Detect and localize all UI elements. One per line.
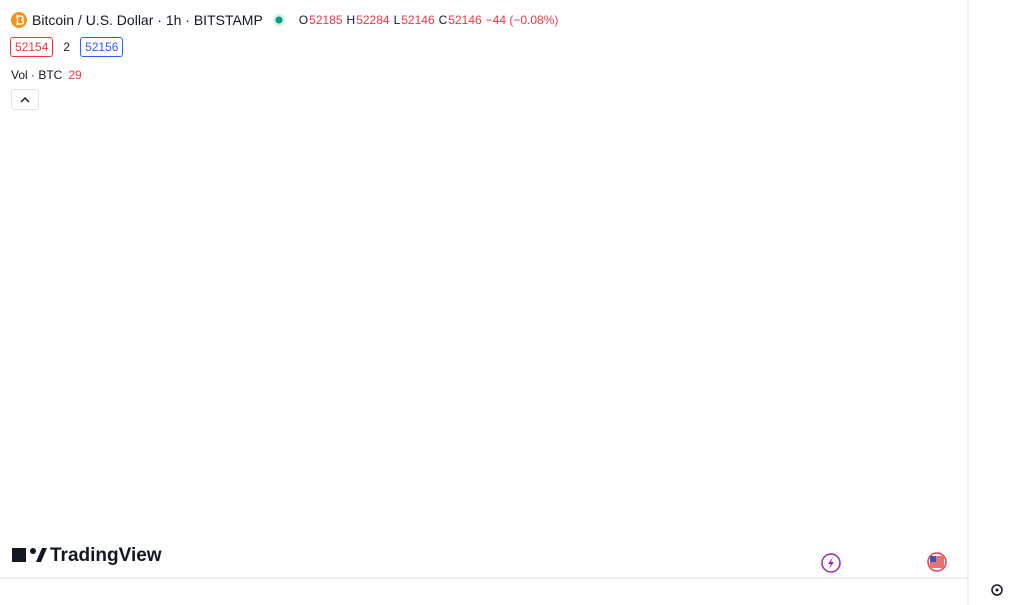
- flag-icon[interactable]: [927, 552, 947, 572]
- lightning: [828, 557, 834, 569]
- volume-legend: Vol · BTC 29: [11, 67, 82, 83]
- buy-button[interactable]: 52156: [80, 37, 124, 57]
- volume-title: Vol · BTC: [11, 68, 63, 82]
- logo-text: TradingView: [50, 545, 162, 566]
- tradingview-logo: TradingView: [12, 545, 162, 566]
- gear-center: [995, 588, 999, 592]
- close-label: C: [438, 13, 448, 27]
- quote-row: 52154 2 52156: [10, 37, 124, 57]
- logo-slash: [36, 548, 47, 562]
- open-label: O: [298, 13, 309, 27]
- status-core: [275, 16, 283, 24]
- change-value: −44 (−0.08%): [485, 13, 559, 27]
- gear[interactable]: [991, 584, 1003, 596]
- close-value: 52146: [448, 13, 482, 27]
- spread: 2: [63, 40, 71, 54]
- btc-icon: [11, 12, 27, 28]
- logo-dot: [30, 548, 36, 554]
- settings-button[interactable]: [991, 584, 1003, 596]
- chevron: [20, 96, 30, 102]
- low-label: L: [393, 13, 401, 27]
- btc-circle: [11, 12, 27, 28]
- logo-mark: [12, 548, 26, 562]
- high-value: 52284: [356, 13, 390, 27]
- collapse-button[interactable]: [11, 89, 39, 110]
- high-label: H: [346, 13, 356, 27]
- flag-canton: [930, 556, 936, 562]
- chevron-path: [20, 96, 30, 102]
- open-value: 52185: [309, 13, 343, 27]
- events-icon[interactable]: [821, 553, 841, 573]
- low-value: 52146: [401, 13, 435, 27]
- symbol-title: Bitcoin / U.S. Dollar · 1h · BITSTAMP: [32, 12, 263, 28]
- status-dot: [272, 14, 285, 26]
- sell-button[interactable]: 52154: [10, 37, 54, 57]
- btc-symbol: [16, 15, 25, 25]
- volume-value: 29: [68, 68, 82, 82]
